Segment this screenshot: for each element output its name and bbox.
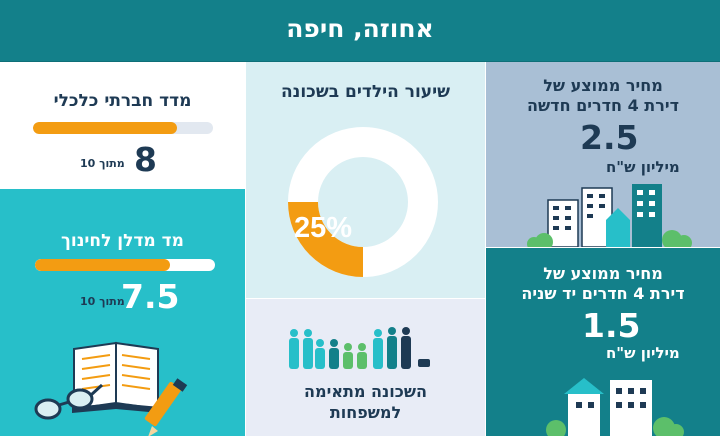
socioeconomic-panel: מדד חברתי כלכלי 8 מתוך 10: [0, 62, 245, 188]
new-apartment-unit: מיליון ש"ח: [606, 158, 680, 176]
building-3-windows: [637, 190, 655, 217]
pencil-icon: [144, 378, 188, 436]
children-percent-label: 25%: [294, 212, 352, 244]
education-bar: [35, 259, 215, 271]
book-glasses-pencil-illustration: [34, 341, 188, 436]
new-apartment-line-1: מחיר ממוצע של: [543, 76, 663, 95]
used-apartment-title: מחיר ממוצע של דירת 4 חדרים יד שניה: [491, 264, 715, 304]
family-member-figure: [401, 327, 411, 369]
socioeconomic-score: 8: [134, 140, 157, 179]
bushes: [527, 230, 692, 247]
socioeconomic-out-of: מתוך 10: [80, 157, 125, 170]
education-panel: מד מדלן לחינוך 7.5 מתוך 10: [0, 189, 245, 436]
used-apartment-price: 1.5: [582, 306, 641, 345]
used-apartment-unit: מיליון ש"ח: [606, 344, 680, 362]
used-apartment-line-1: מחיר ממוצע של: [543, 264, 663, 283]
families-text: השכונה מתאימה למשפחות: [256, 381, 475, 423]
children-donut-chart: 25%: [288, 127, 438, 277]
building-windows: [553, 194, 605, 230]
families-line-1: השכונה מתאימה: [304, 382, 427, 401]
socioeconomic-title: מדד חברתי כלכלי: [53, 91, 192, 111]
children-rate-title: שיעור הילדים בשכונה: [280, 82, 451, 102]
houses-illustration: [546, 378, 684, 436]
families-panel: השכונה מתאימה למשפחות: [246, 299, 485, 436]
family-member-figure: [315, 339, 325, 369]
page-title: אחוזה, חיפה: [286, 14, 434, 43]
used-apartment-line-2: דירת 4 חדרים יד שניה: [521, 284, 685, 303]
house-icon: [606, 208, 630, 247]
education-out-of: מתוך 10: [80, 295, 125, 308]
used-apartment-panel: מחיר ממוצע של דירת 4 חדרים יד שניה 1.5 מ…: [486, 248, 720, 436]
families-line-2: למשפחות: [329, 403, 402, 422]
family-member-figure: [329, 339, 339, 369]
donut-segment: [288, 127, 438, 277]
house-windows: [576, 388, 646, 408]
education-bar-fill: [35, 259, 170, 271]
education-title: מד מדלן לחינוך: [61, 231, 184, 251]
family-member-figure: [357, 343, 367, 369]
new-apartment-title: מחיר ממוצע של דירת 4 חדרים חדשה: [491, 76, 715, 116]
house-small: [568, 394, 600, 436]
bushes-bottom: [546, 417, 684, 436]
family-member-figure: [289, 329, 299, 369]
dog-icon: [418, 359, 430, 367]
house-roof: [564, 378, 604, 394]
city-buildings-illustration: [527, 184, 692, 247]
family-icon: [289, 327, 430, 369]
education-score: 7.5: [121, 277, 180, 316]
family-member-figure: [387, 327, 397, 369]
header-banner: אחוזה, חיפה: [0, 0, 720, 62]
children-rate-panel: שיעור הילדים בשכונה 25%: [246, 62, 485, 298]
socioeconomic-bar: [33, 122, 213, 134]
family-member-figure: [303, 329, 313, 369]
new-apartment-price: 2.5: [580, 118, 639, 157]
family-member-figure: [343, 343, 353, 369]
new-apartment-panel: מחיר ממוצע של דירת 4 חדרים חדשה 2.5 מילי…: [486, 62, 720, 247]
family-member-figure: [373, 329, 383, 369]
socioeconomic-bar-fill: [33, 122, 177, 134]
glasses-icon: [34, 383, 104, 420]
building-3: [632, 184, 662, 247]
new-apartment-line-2: דירת 4 חדרים חדשה: [527, 96, 679, 115]
